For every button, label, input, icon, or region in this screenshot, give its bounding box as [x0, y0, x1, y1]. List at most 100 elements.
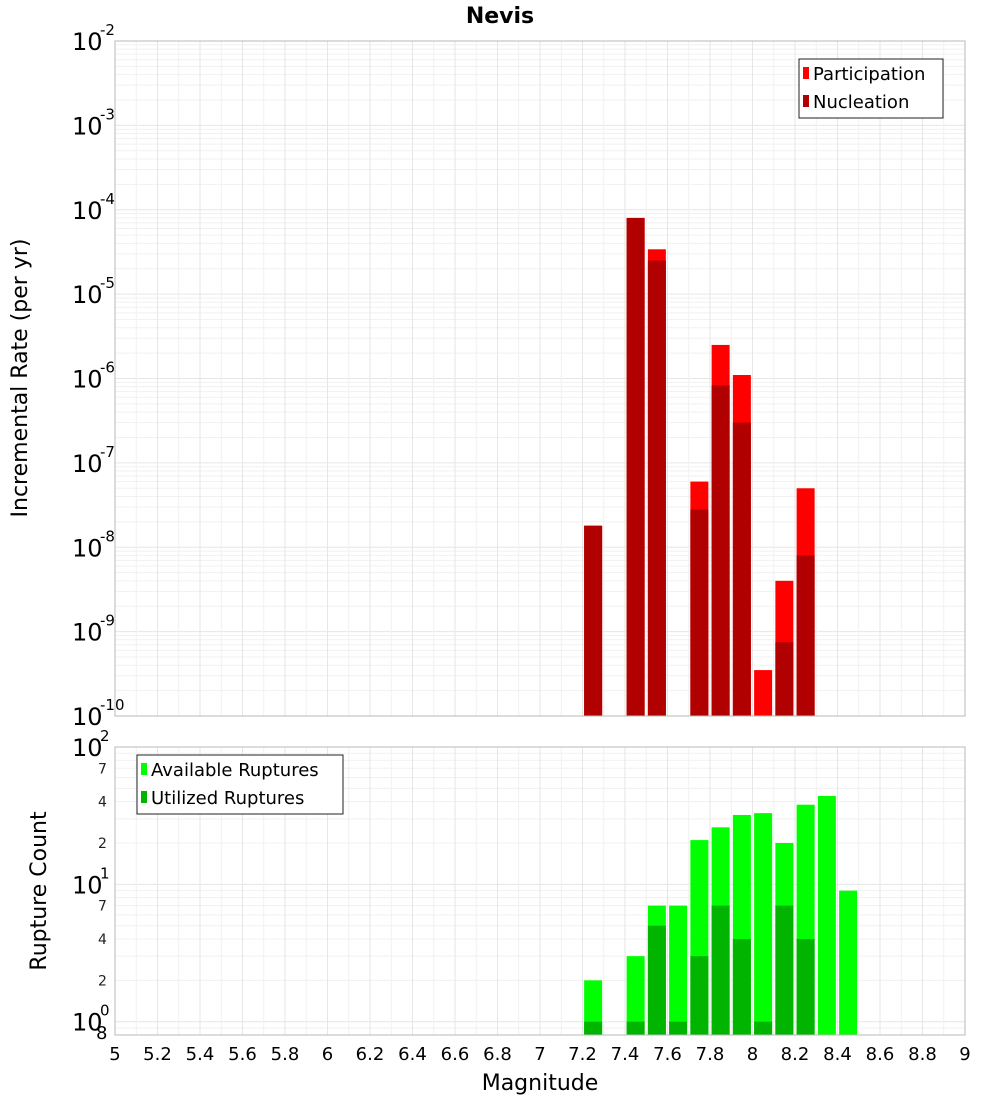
available-ruptures-bar [839, 890, 858, 1035]
count-y-tick-base: 10 [72, 1009, 103, 1037]
rate-y-tick-exponent: -6 [100, 359, 115, 377]
legend-swatch-utilized [141, 791, 147, 803]
x-tick-label: 8.4 [823, 1044, 852, 1065]
count-y-axis-label: Rupture Count [27, 811, 52, 971]
count-y-minor-tick-label: 7 [98, 899, 107, 915]
rate-y-tick-base: 10 [72, 281, 103, 309]
legend-label-nucleation: Nucleation [813, 92, 909, 113]
legend-label-participation: Participation [813, 64, 925, 85]
utilized-ruptures-bar [775, 905, 794, 1035]
utilized-ruptures-bar [754, 1021, 773, 1035]
rate-y-tick-exponent: -4 [100, 190, 115, 208]
nucleation-bar [711, 385, 730, 716]
rate-y-tick-base: 10 [72, 450, 103, 478]
x-tick-label: 6.6 [441, 1044, 470, 1065]
count-y-minor-tick-label: 4 [98, 932, 107, 948]
participation-bar [754, 670, 773, 716]
rate-y-tick-base: 10 [72, 197, 103, 225]
x-tick-label: 8.2 [781, 1044, 810, 1065]
count-y-tick-exponent: 2 [100, 727, 110, 745]
nucleation-bar [584, 525, 603, 716]
x-tick-label: 7.4 [611, 1044, 640, 1065]
x-tick-label: 6.8 [483, 1044, 512, 1065]
rate-y-tick-exponent: -7 [100, 443, 115, 461]
x-tick-label: 8.8 [908, 1044, 937, 1065]
count-y-minor-tick-label: 2 [98, 973, 107, 989]
x-tick-label: 9 [959, 1044, 970, 1065]
count-bars [584, 795, 858, 1035]
nucleation-bar [626, 217, 645, 716]
nucleation-bar [775, 642, 794, 716]
rate-grid [114, 40, 966, 716]
x-tick-label: 7 [534, 1044, 545, 1065]
legend-label-utilized: Utilized Ruptures [151, 788, 304, 809]
count-y-tick-base: 10 [72, 871, 103, 899]
x-tick-label: 5.8 [271, 1044, 300, 1065]
rate-legend: Participation Nucleation [798, 58, 944, 119]
x-tick-label: 7.6 [653, 1044, 682, 1065]
utilized-ruptures-bar [711, 905, 730, 1035]
rate-y-tick-exponent: -2 [100, 21, 115, 39]
utilized-ruptures-bar [796, 939, 815, 1035]
rate-y-tick-exponent: -10 [100, 696, 125, 714]
count-y-tick-exponent: 1 [100, 864, 110, 882]
legend-swatch-nucleation [803, 95, 809, 107]
x-tick-label: 8.6 [866, 1044, 895, 1065]
count-y-minor-tick-label: 2 [98, 836, 107, 852]
rate-y-tick-exponent: -5 [100, 274, 115, 292]
count-y-minor-tick-label: 8 [96, 1023, 107, 1044]
available-ruptures-bar [669, 905, 688, 1035]
count-legend-box [136, 754, 344, 815]
rate-y-axis-label: Incremental Rate (per yr) [8, 239, 33, 518]
rate-y-tick-exponent: -3 [100, 105, 115, 123]
nucleation-bar [796, 555, 815, 716]
x-tick-label: 5.6 [228, 1044, 257, 1065]
x-tick-label: 7.2 [568, 1044, 597, 1065]
count-y-tick-base: 10 [72, 734, 103, 762]
nucleation-bar [690, 509, 709, 716]
utilized-ruptures-bar [690, 956, 709, 1035]
x-tick-label: 6.4 [398, 1044, 427, 1065]
rate-y-tick-base: 10 [72, 366, 103, 394]
legend-label-available: Available Ruptures [151, 760, 319, 781]
rate-y-tick-base: 10 [72, 112, 103, 140]
x-tick-label: 5 [109, 1044, 120, 1065]
rate-y-tick-exponent: -9 [100, 612, 115, 630]
legend-swatch-participation [803, 67, 809, 79]
x-axis-label: Magnitude [482, 1071, 599, 1096]
rate-y-tick-base: 10 [72, 703, 103, 731]
x-tick-label: 6.2 [356, 1044, 385, 1065]
utilized-ruptures-bar [669, 1021, 688, 1035]
x-tick-label: 5.2 [143, 1044, 172, 1065]
rate-y-tick-base: 10 [72, 534, 103, 562]
x-tick-label: 6 [322, 1044, 333, 1065]
rate-y-tick-exponent: -8 [100, 527, 115, 545]
available-ruptures-bar [817, 795, 836, 1035]
count-legend: Available Ruptures Utilized Ruptures [136, 754, 344, 815]
available-ruptures-bar [584, 980, 603, 1035]
rate-y-tick-base: 10 [72, 619, 103, 647]
rate-plot-border [114, 40, 966, 717]
utilized-ruptures-bar [626, 1021, 645, 1035]
legend-swatch-available [141, 763, 147, 775]
count-y-tick-exponent: 0 [100, 1002, 110, 1020]
utilized-ruptures-bar [732, 939, 751, 1035]
count-y-minor-tick-label: 7 [98, 761, 107, 777]
x-tick-label: 7.8 [696, 1044, 725, 1065]
rate-y-tick-base: 10 [72, 28, 103, 56]
available-ruptures-bar [754, 813, 773, 1035]
rate-legend-box [798, 58, 944, 119]
nucleation-bar [732, 422, 751, 716]
nucleation-bar [647, 260, 666, 716]
count-plot-border [114, 746, 966, 1036]
utilized-ruptures-bar [647, 925, 666, 1035]
utilized-ruptures-bar [584, 1021, 603, 1035]
x-tick-label: 5.4 [186, 1044, 215, 1065]
chart-title: Nevis [466, 4, 534, 29]
available-ruptures-bar [626, 956, 645, 1035]
